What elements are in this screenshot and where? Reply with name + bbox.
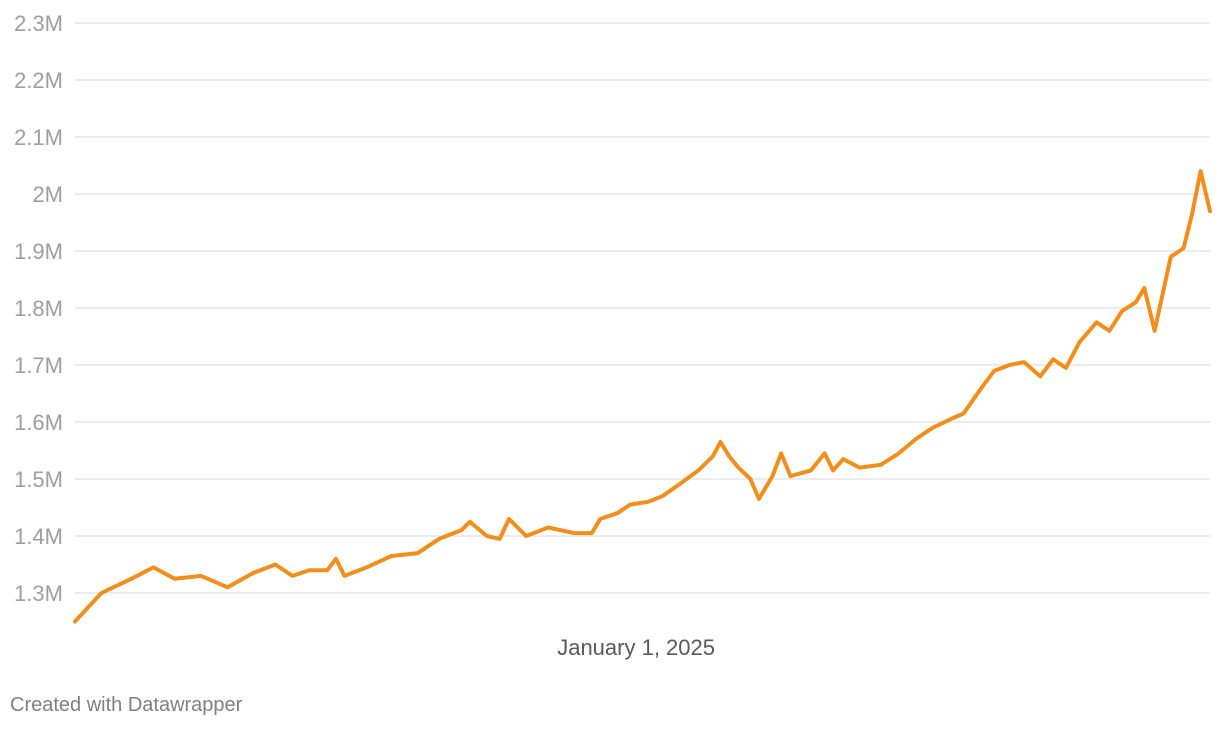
y-tick-label: 2M	[32, 182, 63, 207]
y-tick-label: 1.4M	[14, 524, 63, 549]
y-tick-label: 1.3M	[14, 581, 63, 606]
y-tick-label: 2.2M	[14, 68, 63, 93]
footer-credit: Created with Datawrapper	[10, 694, 243, 716]
y-tick-label: 1.8M	[14, 296, 63, 321]
y-tick-label: 1.7M	[14, 353, 63, 378]
series-line	[73, 169, 1212, 624]
y-tick-label: 2.1M	[14, 125, 63, 150]
y-tick-label: 1.9M	[14, 239, 63, 264]
y-tick-label: 1.5M	[14, 467, 63, 492]
x-tick-label: January 1, 2025	[557, 635, 715, 660]
y-tick-label: 1.6M	[14, 410, 63, 435]
y-tick-label: 2.3M	[14, 11, 63, 36]
y-gridlines	[75, 22, 1210, 594]
